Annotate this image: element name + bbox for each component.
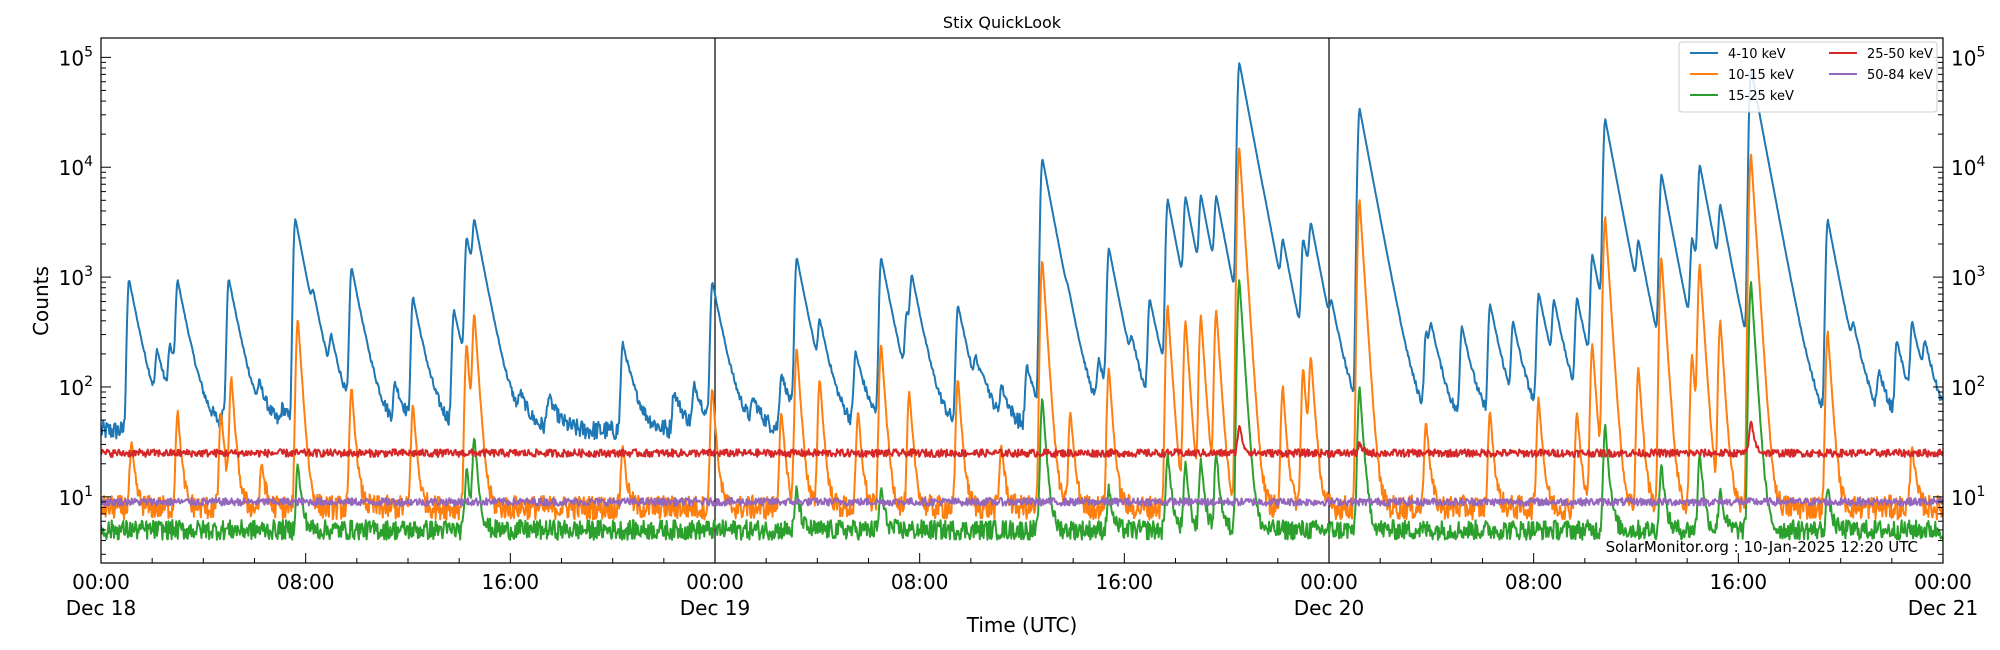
y-tick-label-right: 103	[1951, 264, 1985, 290]
y-tick-label: 103	[59, 264, 93, 290]
y-tick-label-right: 102	[1951, 374, 1985, 400]
x-tick-date-label: Dec 20	[1294, 596, 1365, 620]
annotation-text: SolarMonitor.org : 10-Jan-2025 12:20 UTC	[1606, 538, 1918, 556]
x-tick-label: 16:00	[1096, 570, 1154, 594]
series-line-25-50-keV	[101, 420, 1943, 458]
y-axis: 101 101 102 102 103 103 104 104 105 105	[59, 44, 1985, 555]
legend-entry: 25-50 keV	[1867, 47, 1933, 62]
y-tick-label-right: 105	[1951, 44, 1985, 70]
day-boundary-lines	[714, 38, 1330, 563]
x-tick-label: 08:00	[891, 570, 949, 594]
x-tick-label: 16:00	[482, 570, 540, 594]
x-axis-label: Time (UTC)	[966, 613, 1078, 637]
x-tick-date-label: Dec 19	[680, 596, 751, 620]
legend-frame	[1678, 41, 1938, 113]
x-tick-label: 08:00	[277, 570, 335, 594]
legend-entry: 15-25 keV	[1728, 89, 1794, 104]
y-tick-label-right: 104	[1951, 154, 1985, 180]
x-tick-label: 00:00	[1300, 570, 1358, 594]
series-line-4-10-keV	[101, 62, 1943, 441]
series-line-10-15-keV	[101, 147, 1943, 521]
x-tick-label: 16:00	[1710, 570, 1768, 594]
y-tick-label: 105	[59, 44, 93, 70]
series-line-15-25-keV	[101, 279, 1943, 541]
plot-area	[101, 38, 1943, 563]
x-tick-label: 00:00	[72, 570, 130, 594]
legend-entry: 4-10 keV	[1728, 47, 1786, 62]
legend-entry: 10-15 keV	[1728, 68, 1794, 83]
x-tick-label: 08:00	[1505, 570, 1563, 594]
y-tick-label: 102	[59, 374, 93, 400]
y-axis-label: Counts	[29, 266, 53, 336]
legend: 4-10 keV 10-15 keV 15-25 keV 25-50 keV 50-84…	[1678, 41, 1938, 113]
chart-title: Stix QuickLook	[943, 13, 1062, 32]
y-tick-label: 101	[59, 484, 93, 510]
x-tick-date-label: Dec 18	[66, 596, 137, 620]
x-tick-date-label: Dec 21	[1908, 596, 1979, 620]
y-tick-label-right: 101	[1951, 484, 1985, 510]
x-tick-label: 00:00	[1914, 570, 1972, 594]
series-line-50-84-keV	[101, 497, 1943, 507]
y-tick-label: 104	[59, 154, 93, 180]
series-layer	[101, 62, 1943, 541]
legend-entry: 50-84 keV	[1867, 68, 1933, 83]
x-tick-label: 00:00	[686, 570, 744, 594]
